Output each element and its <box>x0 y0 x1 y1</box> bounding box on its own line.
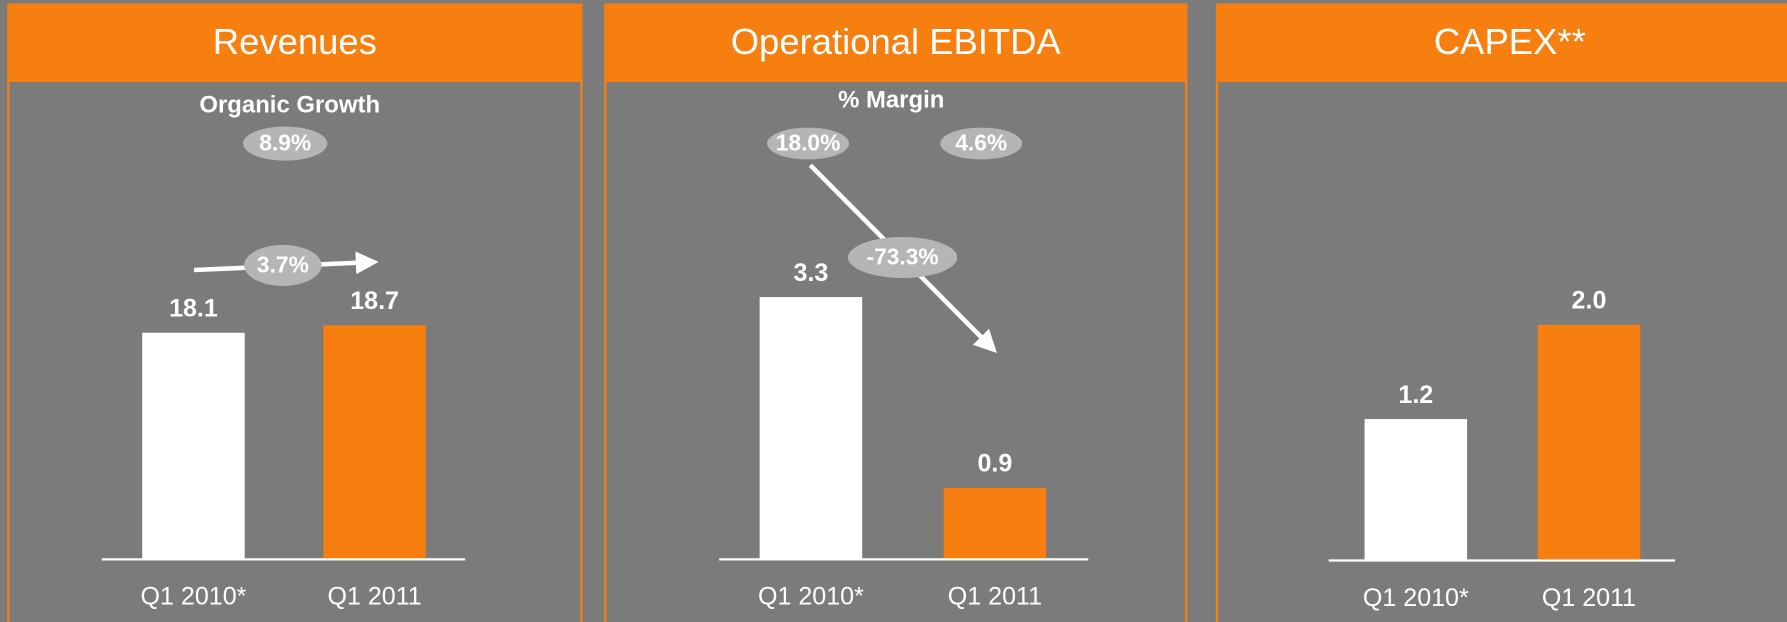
panel-header <box>605 4 1187 83</box>
bar <box>142 332 245 560</box>
panel-header <box>8 4 582 83</box>
value-label: 18.7 <box>350 287 399 315</box>
bubble-label: 8.9% <box>259 130 311 156</box>
panel <box>7 3 583 622</box>
bubble-label: 4.6% <box>955 130 1007 156</box>
bubble-label: -73.3% <box>867 244 939 270</box>
panel <box>1215 3 1787 622</box>
bubble <box>767 127 850 160</box>
x-tick-label: Q1 2011 <box>948 583 1042 611</box>
panel-title: Revenues <box>213 21 377 62</box>
value-label: 1.2 <box>1398 381 1433 409</box>
x-tick-label: Q1 2010* <box>1363 584 1469 612</box>
bubble <box>244 244 322 286</box>
bar <box>943 487 1047 560</box>
x-tick-label: Q1 2010* <box>758 583 864 611</box>
subtitle: Organic Growth <box>199 91 380 118</box>
bubble <box>940 127 1023 160</box>
value-label: 18.1 <box>169 295 218 323</box>
bubble-label: 3.7% <box>257 252 309 278</box>
x-tick-label: Q1 2010* <box>141 583 247 611</box>
panel <box>604 3 1188 622</box>
bar <box>759 297 863 560</box>
bar <box>1537 324 1641 561</box>
bubble <box>847 236 958 278</box>
bubble-label: 18.0% <box>776 130 841 156</box>
x-tick-label: Q1 2011 <box>1542 584 1636 612</box>
subtitle: % Margin <box>838 87 944 114</box>
panel-title: CAPEX** <box>1434 21 1586 62</box>
value-label: 2.0 <box>1572 287 1607 315</box>
bar <box>1364 419 1468 561</box>
bar <box>323 325 426 560</box>
x-tick-label: Q1 2011 <box>327 583 421 611</box>
value-label: 0.9 <box>977 450 1012 478</box>
panel-title: Operational EBITDA <box>731 21 1062 62</box>
panel-header <box>1217 4 1787 83</box>
bubble <box>243 126 328 161</box>
value-label: 3.3 <box>793 259 828 287</box>
